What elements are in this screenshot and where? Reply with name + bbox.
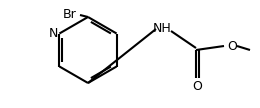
Text: NH: NH xyxy=(153,22,171,36)
Text: O: O xyxy=(192,79,202,92)
Text: O: O xyxy=(227,40,237,52)
Text: N: N xyxy=(49,27,58,40)
Text: Br: Br xyxy=(63,9,77,21)
